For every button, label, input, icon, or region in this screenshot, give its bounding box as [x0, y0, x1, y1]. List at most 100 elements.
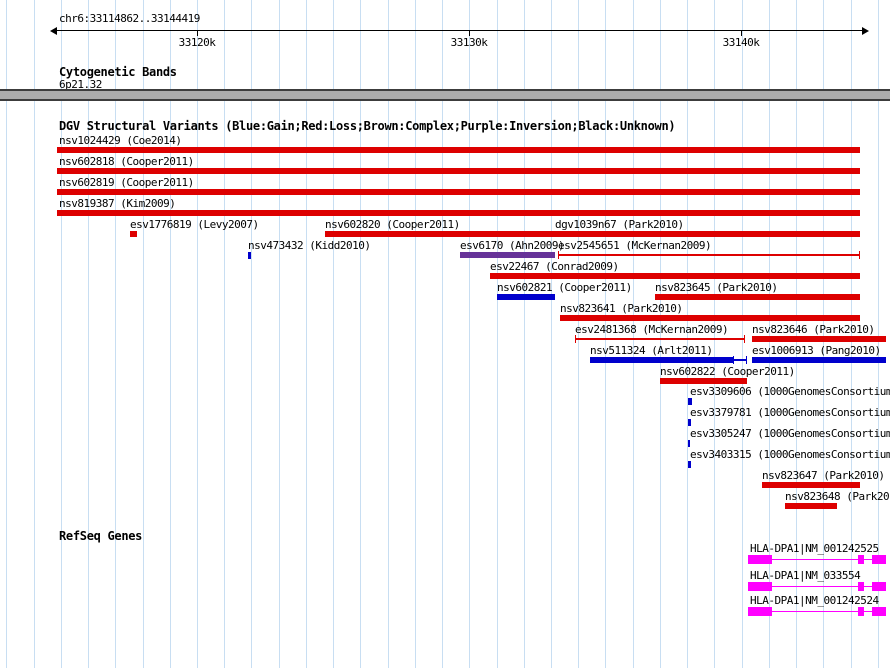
gene-intron-line	[748, 586, 886, 587]
grid-line	[88, 0, 90, 668]
grid-line	[741, 0, 743, 668]
gene-exon[interactable]	[872, 582, 886, 591]
variant-label[interactable]: nsv823648 (Park2010)	[785, 490, 890, 503]
variant-label[interactable]: nsv823641 (Park2010)	[560, 302, 683, 315]
variant-label[interactable]: esv3403315 (1000GenomesConsortium	[690, 448, 890, 461]
grid-line	[659, 0, 661, 668]
grid-line	[605, 0, 607, 668]
variant-label[interactable]: esv22467 (Conrad2009)	[490, 260, 619, 273]
variant-bar[interactable]	[752, 357, 886, 363]
variant-label[interactable]: nsv602822 (Cooper2011)	[660, 365, 795, 378]
gene-intron-line	[748, 611, 886, 612]
variant-span-bar[interactable]	[558, 254, 860, 256]
grid-line	[251, 0, 253, 668]
grid-line	[197, 0, 198, 668]
variant-label[interactable]: nsv511324 (Arlt2011)	[590, 344, 713, 357]
variant-bar[interactable]	[590, 357, 733, 363]
grid-line	[823, 0, 825, 668]
gene-exon[interactable]	[872, 555, 886, 564]
ruler-line	[57, 30, 862, 31]
variant-label[interactable]: esv2545651 (McKernan2009)	[558, 239, 712, 252]
variant-bar[interactable]	[57, 168, 860, 174]
variant-bar[interactable]	[57, 147, 860, 153]
grid-line	[6, 0, 8, 668]
grid-line	[877, 0, 879, 668]
variant-bar[interactable]	[688, 461, 691, 468]
variant-span-end	[859, 251, 860, 259]
gene-label[interactable]: HLA-DPA1|NM_001242525	[750, 542, 879, 555]
grid-line	[60, 0, 62, 668]
variant-bar[interactable]	[248, 252, 251, 259]
variant-label[interactable]: nsv819387 (Kim2009)	[59, 197, 176, 210]
ruler-tick-label: 33120k	[178, 36, 216, 49]
variant-bar[interactable]	[762, 482, 860, 488]
variant-label[interactable]: esv3305247 (1000GenomesConsortium	[690, 427, 890, 440]
gene-exon[interactable]	[858, 607, 864, 616]
grid-line	[33, 0, 35, 668]
grid-line	[551, 0, 552, 668]
variant-bar[interactable]	[490, 273, 860, 279]
variant-bar[interactable]	[553, 231, 860, 237]
variant-bar[interactable]	[57, 210, 860, 216]
ruler-tick	[741, 30, 742, 36]
grid-line	[496, 0, 498, 668]
variant-label[interactable]: nsv602820 (Cooper2011)	[325, 218, 460, 231]
gene-intron-line	[748, 559, 886, 560]
variant-label[interactable]: nsv823647 (Park2010)	[762, 469, 885, 482]
variant-label[interactable]: esv3379781 (1000GenomesConsortium	[690, 406, 890, 419]
variant-bar[interactable]	[688, 419, 691, 426]
variant-label[interactable]: nsv602818 (Cooper2011)	[59, 155, 194, 168]
track-title-dgv-structural-variants: DGV Structural Variants (Blue:Gain;Red:L…	[59, 119, 676, 133]
gene-exon[interactable]	[872, 607, 886, 616]
gene-exon[interactable]	[748, 555, 772, 564]
grid-line	[142, 0, 144, 668]
variant-bar[interactable]	[688, 398, 692, 405]
variant-label[interactable]: esv1776819 (Levy2007)	[130, 218, 259, 231]
variant-bar[interactable]	[497, 294, 555, 300]
gene-label[interactable]: HLA-DPA1|NM_001242524	[750, 594, 879, 607]
gene-exon[interactable]	[748, 582, 772, 591]
variant-label[interactable]: esv6170 (Ahn2009)	[460, 239, 565, 252]
variant-bar[interactable]	[57, 189, 860, 195]
gene-label[interactable]: HLA-DPA1|NM_033554	[750, 569, 861, 582]
variant-span-bar[interactable]	[733, 359, 747, 361]
grid-line	[469, 0, 471, 668]
cytoband-label: 6p21.32	[59, 78, 102, 91]
variant-bar[interactable]	[460, 252, 555, 258]
variant-bar[interactable]	[130, 231, 137, 237]
grid-line	[333, 0, 335, 668]
grid-line	[442, 0, 444, 668]
variant-label[interactable]: nsv823646 (Park2010)	[752, 323, 875, 336]
grid-line	[278, 0, 280, 668]
variant-label[interactable]: esv2481368 (McKernan2009)	[575, 323, 729, 336]
variant-label[interactable]: nsv602821 (Cooper2011)	[497, 281, 632, 294]
gene-exon[interactable]	[858, 582, 864, 591]
variant-bar[interactable]	[655, 294, 860, 300]
grid-line	[632, 0, 634, 668]
variant-label[interactable]: nsv1024429 (Coe2014)	[59, 134, 182, 147]
variant-label[interactable]: nsv823645 (Park2010)	[655, 281, 778, 294]
gene-exon[interactable]	[748, 607, 772, 616]
cytoband-bar[interactable]	[0, 89, 890, 101]
variant-label[interactable]: esv1006913 (Pang2010)	[752, 344, 881, 357]
ruler-left-arrow-icon	[50, 27, 57, 35]
grid-line	[796, 0, 798, 668]
variant-bar[interactable]	[785, 503, 837, 509]
variant-bar[interactable]	[325, 231, 553, 237]
variant-label[interactable]: esv3309606 (1000GenomesConsortium	[690, 385, 890, 398]
grid-line	[850, 0, 852, 668]
variant-bar[interactable]	[660, 378, 747, 384]
variant-label[interactable]: dgv1039n67 (Park2010)	[555, 218, 684, 231]
variant-bar[interactable]	[560, 315, 860, 321]
variant-span-bar[interactable]	[575, 338, 745, 340]
grid-line	[360, 0, 362, 668]
variant-span-end	[746, 356, 747, 364]
variant-bar[interactable]	[688, 440, 690, 447]
gene-exon[interactable]	[858, 555, 864, 564]
variant-label[interactable]: nsv602819 (Cooper2011)	[59, 176, 194, 189]
variant-label[interactable]: nsv473432 (Kidd2010)	[248, 239, 371, 252]
grid-line	[714, 0, 716, 668]
grid-line	[523, 0, 525, 668]
variant-bar[interactable]	[752, 336, 886, 342]
